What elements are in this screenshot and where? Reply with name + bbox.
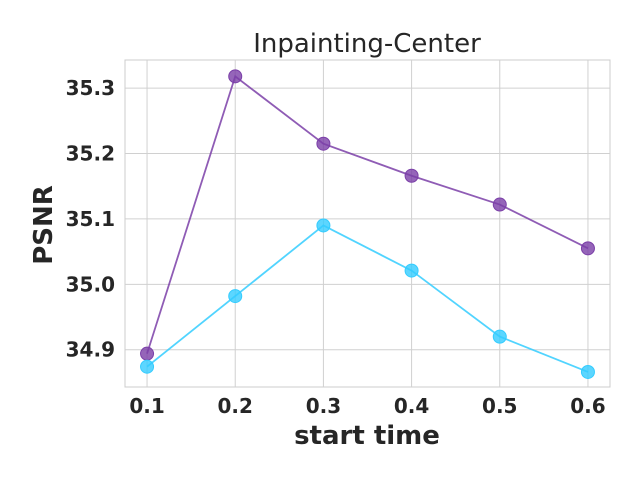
y-tick-label: 35.1 xyxy=(66,207,115,231)
x-tick-label: 0.1 xyxy=(129,394,164,418)
data-point xyxy=(228,289,243,304)
data-point xyxy=(492,329,507,344)
series-2 xyxy=(140,218,595,379)
y-tick-label: 35.0 xyxy=(66,272,115,296)
data-point xyxy=(140,346,155,361)
series-group xyxy=(140,69,595,379)
data-point xyxy=(404,263,419,278)
y-tick-label: 35.2 xyxy=(66,142,115,166)
data-point xyxy=(492,197,507,212)
x-tick-label: 0.2 xyxy=(218,394,253,418)
data-point xyxy=(316,136,331,151)
x-tick-label: 0.3 xyxy=(306,394,341,418)
y-axis-title: PSNR xyxy=(29,185,59,265)
y-tick-label: 35.3 xyxy=(66,76,115,100)
data-point xyxy=(316,218,331,233)
x-tick-label: 0.5 xyxy=(482,394,517,418)
data-point xyxy=(580,241,595,256)
plot-area xyxy=(124,59,611,388)
series-line xyxy=(146,224,589,373)
grid xyxy=(125,60,610,387)
series-line xyxy=(146,74,589,354)
x-axis-title: start time xyxy=(294,421,440,451)
ticks: 0.1 0.2 0.3 0.4 0.5 0.6 34.9 35.0 35.1 35.2 35.3 xyxy=(66,76,606,418)
data-point xyxy=(140,359,155,374)
series-1 xyxy=(140,69,595,361)
x-tick-label: 0.6 xyxy=(570,394,605,418)
data-point xyxy=(580,364,595,379)
data-point xyxy=(228,69,243,84)
chart-title: Inpainting-Center xyxy=(253,29,481,59)
x-tick-label: 0.4 xyxy=(394,394,429,418)
y-tick-label: 34.9 xyxy=(66,338,115,362)
data-point xyxy=(404,168,419,183)
